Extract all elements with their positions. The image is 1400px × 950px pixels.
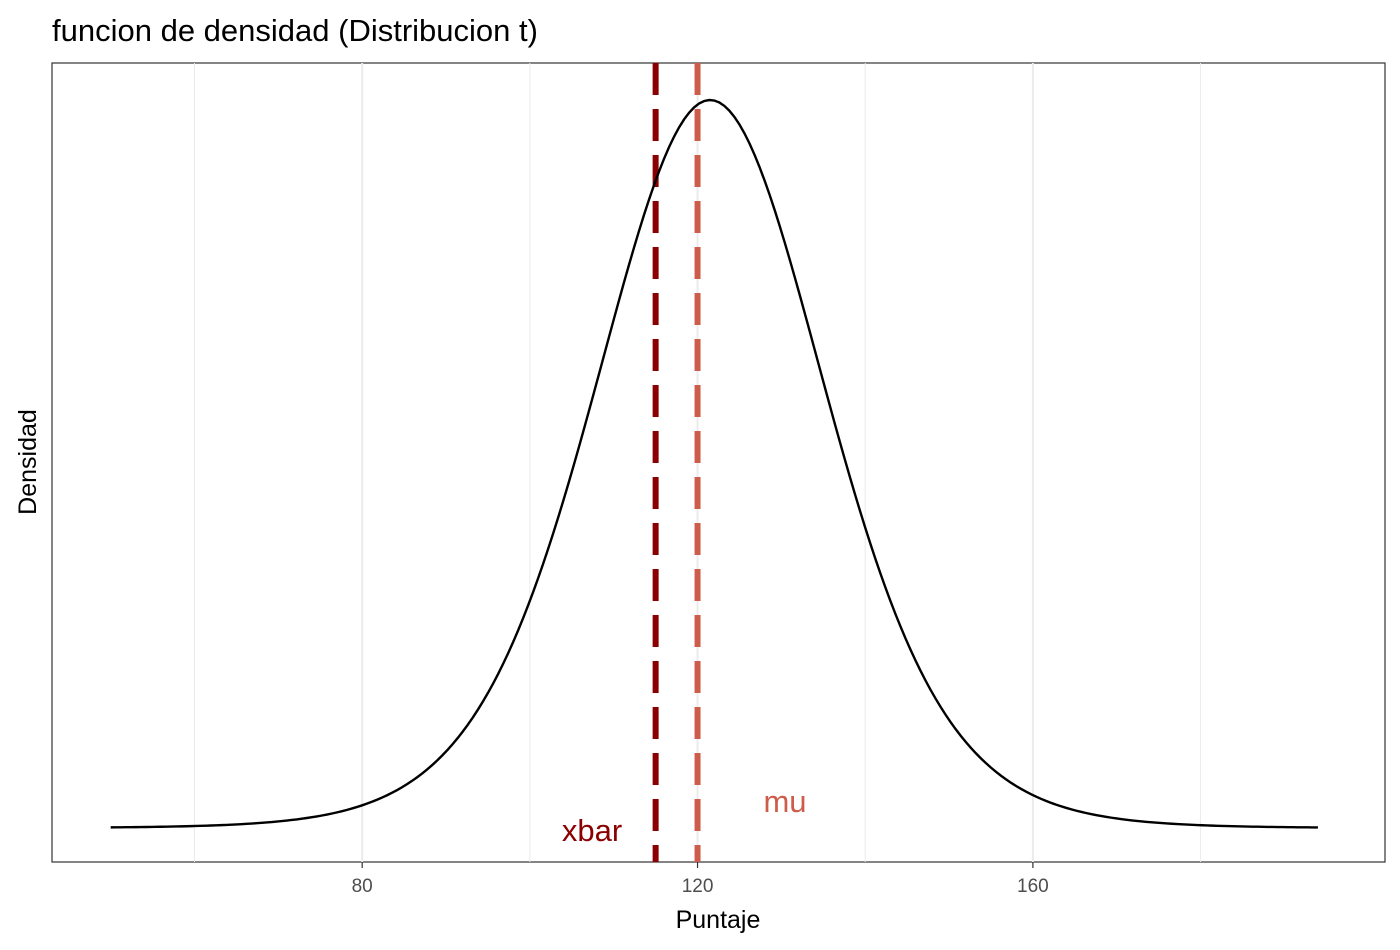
plot-panel <box>51 62 1386 863</box>
xbar-label: xbar <box>562 813 622 848</box>
x-axis-title: Puntaje <box>676 906 761 934</box>
y-axis-title: Densidad <box>14 409 42 515</box>
mu-label: mu <box>763 784 806 819</box>
x-axis-ticks: 80 120 160 <box>352 862 1049 897</box>
reference-lines <box>652 63 701 862</box>
x-tick-label: 80 <box>352 876 373 897</box>
chart-title: funcion de densidad (Distribucion t) <box>52 13 538 48</box>
density-curve <box>110 98 1318 829</box>
x-tick-label: 120 <box>682 876 714 897</box>
x-tick-label: 160 <box>1017 876 1049 897</box>
